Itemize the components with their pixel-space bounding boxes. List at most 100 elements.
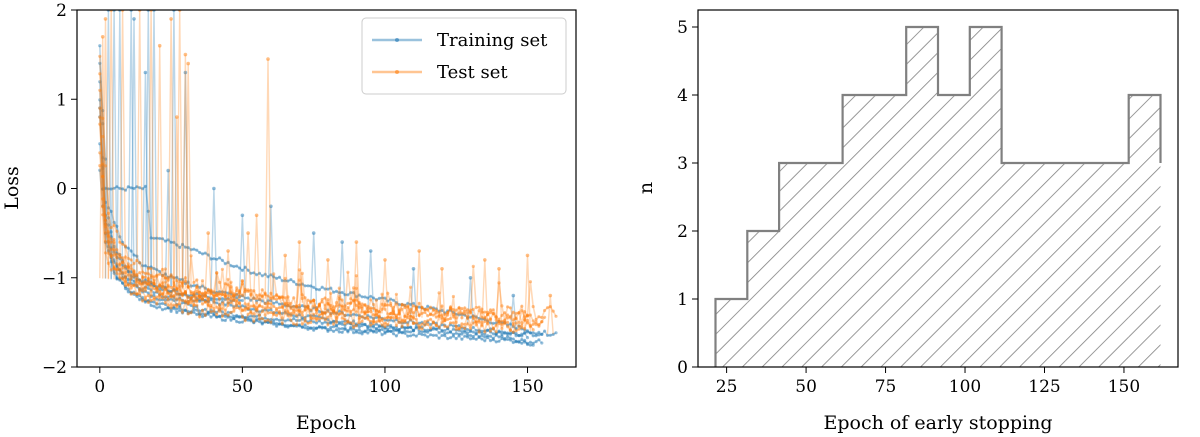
loss-point xyxy=(337,295,341,299)
loss-point xyxy=(257,293,262,297)
histogram-bar xyxy=(779,163,811,367)
loss-point xyxy=(249,319,253,323)
loss-point xyxy=(357,317,361,321)
loss-point xyxy=(352,322,356,326)
loss-point xyxy=(406,330,410,334)
loss-point xyxy=(203,313,207,318)
loss-point xyxy=(138,288,142,292)
loss-point xyxy=(206,302,210,307)
loss-point xyxy=(103,200,108,204)
loss-point xyxy=(360,324,364,328)
loss-point xyxy=(517,324,521,328)
loss-point xyxy=(543,308,547,313)
loss-point xyxy=(386,327,390,331)
loss-point xyxy=(366,313,370,318)
loss-point xyxy=(320,326,324,330)
loss-point xyxy=(132,283,136,287)
loss-point xyxy=(198,299,202,303)
loss-point xyxy=(132,279,136,283)
loss-point xyxy=(240,282,244,286)
loss-point xyxy=(400,325,404,329)
loss-point xyxy=(306,321,310,325)
loss-point xyxy=(232,298,236,303)
loss-point xyxy=(98,44,102,48)
legend-box xyxy=(361,17,567,95)
loss-point xyxy=(451,321,455,325)
loss-point xyxy=(98,72,102,76)
loss-point xyxy=(312,285,316,289)
loss-point xyxy=(448,305,453,309)
loss-point xyxy=(323,306,327,310)
loss-point xyxy=(463,306,467,310)
loss-point xyxy=(480,315,484,319)
loss-point xyxy=(312,304,316,308)
loss-point xyxy=(98,168,102,172)
loss-point xyxy=(169,294,173,298)
loss-point xyxy=(132,186,136,191)
loss-curve xyxy=(99,90,546,326)
loss-point xyxy=(246,307,250,312)
loss-point xyxy=(135,292,139,296)
loss-point xyxy=(126,185,130,189)
loss-point xyxy=(500,330,504,334)
loss-point xyxy=(380,327,384,332)
loss-point xyxy=(480,310,484,314)
loss-point xyxy=(525,318,530,322)
loss-point xyxy=(329,325,333,329)
loss-point xyxy=(195,291,199,296)
loss-point xyxy=(369,298,373,302)
histogram-outline xyxy=(714,25,1162,367)
loss-point xyxy=(326,329,330,333)
loss-point xyxy=(354,303,358,307)
loss-point xyxy=(471,334,475,339)
loss-point xyxy=(431,308,435,312)
loss-point xyxy=(183,290,187,294)
loss-point xyxy=(146,277,150,281)
loss-point xyxy=(357,325,361,329)
loss-point xyxy=(420,306,424,310)
loss-point xyxy=(340,320,344,324)
loss-point xyxy=(466,335,470,339)
loss-point xyxy=(269,308,273,312)
loss-point xyxy=(206,303,210,308)
loss-point xyxy=(123,287,128,291)
loss-point xyxy=(289,305,293,309)
loss-point xyxy=(337,327,341,331)
loss-point xyxy=(123,275,128,279)
loss-point xyxy=(141,298,145,302)
loss-point xyxy=(409,318,413,322)
loss-point xyxy=(394,325,398,329)
loss-point xyxy=(103,214,108,218)
loss-point xyxy=(329,320,333,324)
loss-point xyxy=(466,316,470,320)
loss-point xyxy=(349,321,353,325)
loss-point xyxy=(103,218,108,222)
histogram-bar xyxy=(969,27,1002,367)
loss-point xyxy=(448,317,453,321)
loss-point xyxy=(98,54,102,58)
loss-point xyxy=(138,279,142,283)
loss-point xyxy=(121,261,125,265)
loss-point xyxy=(135,274,139,278)
loss-point xyxy=(106,223,110,227)
loss-point xyxy=(237,301,242,305)
loss-point xyxy=(166,238,170,242)
loss-point xyxy=(166,275,170,279)
loss-point xyxy=(329,303,333,307)
loss-point xyxy=(389,301,393,305)
loss-point xyxy=(163,286,167,290)
loss-point xyxy=(297,278,301,282)
loss-point xyxy=(400,321,404,325)
loss-point xyxy=(160,284,165,288)
loss-point xyxy=(332,290,336,294)
series-training xyxy=(98,10,558,347)
loss-point xyxy=(132,290,136,294)
loss-point xyxy=(260,305,264,309)
loss-point xyxy=(186,299,190,304)
loss-point xyxy=(155,274,159,278)
loss-point xyxy=(548,333,552,337)
loss-point xyxy=(203,293,207,297)
histogram-bar xyxy=(1001,163,1034,367)
loss-point xyxy=(183,291,187,295)
loss-point xyxy=(377,328,381,332)
